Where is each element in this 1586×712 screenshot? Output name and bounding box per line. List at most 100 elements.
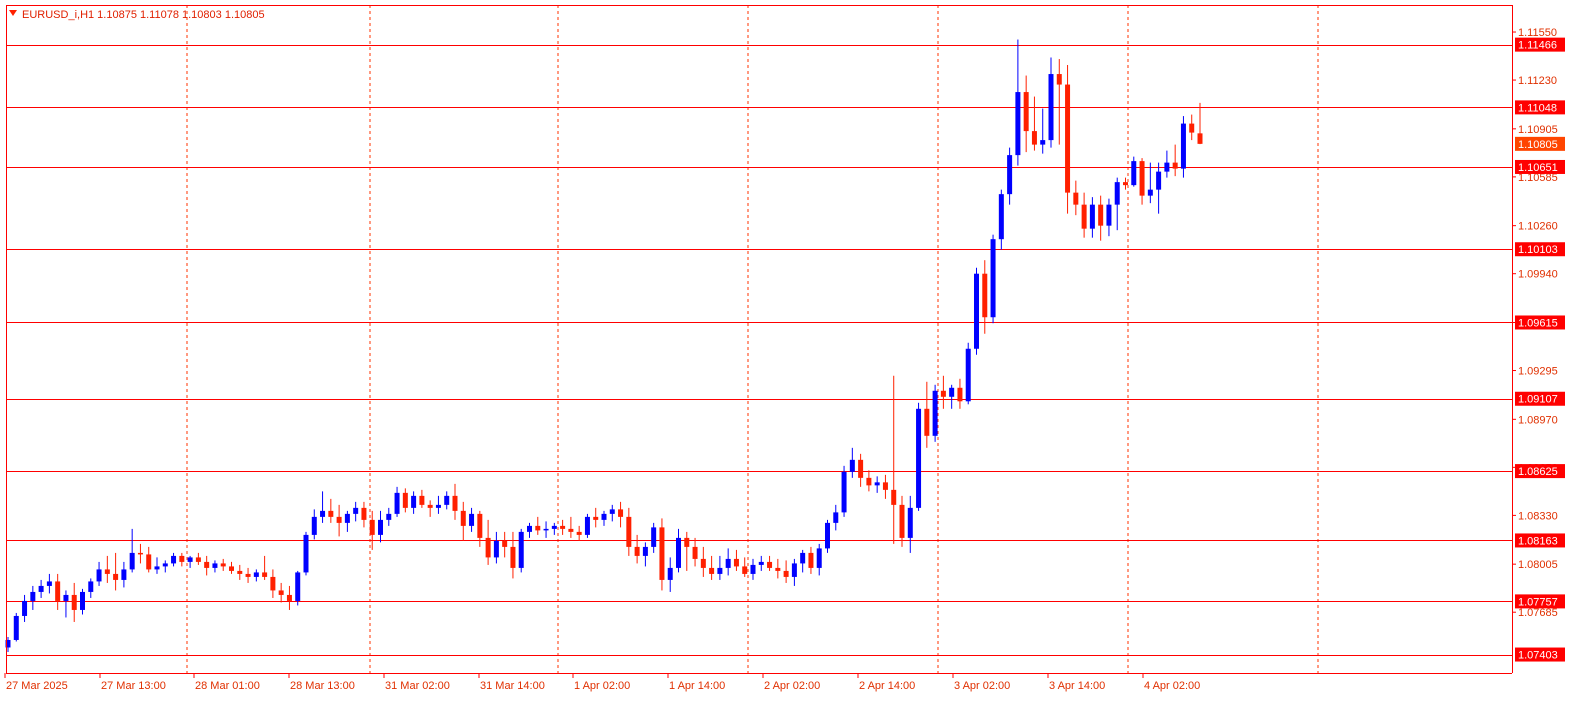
candle-body <box>717 567 723 574</box>
candle <box>791 558 797 586</box>
candle-body <box>1048 74 1054 141</box>
candle-body <box>676 537 681 568</box>
candle <box>642 542 648 567</box>
level-price-label[interactable]: 1.11466 <box>1515 37 1565 52</box>
y-tick-label: 1.08970 <box>1518 414 1558 426</box>
candle <box>270 569 276 598</box>
candle <box>957 378 963 409</box>
candle <box>750 558 756 580</box>
candle <box>55 573 61 610</box>
level-price-box <box>1515 391 1565 406</box>
candle-body <box>998 194 1004 240</box>
candle <box>535 516 541 535</box>
current-price-text: 1.10805 <box>1518 139 1558 151</box>
candle-body <box>651 527 657 547</box>
candle-body <box>55 581 61 601</box>
candle-body <box>974 273 979 349</box>
candle-body <box>940 390 946 397</box>
candle <box>1147 162 1153 204</box>
candle <box>1106 198 1112 237</box>
level-price-label[interactable]: 1.08163 <box>1515 533 1565 548</box>
candle <box>626 507 632 556</box>
x-tick-label: 4 Apr 02:00 <box>1144 680 1200 692</box>
candle <box>618 501 624 528</box>
current-price-label[interactable]: 1.10805 <box>1515 136 1565 151</box>
candle-body <box>96 569 102 582</box>
time-axis[interactable]: 27 Mar 2025 27 Mar 13:00 28 Mar 01:00 28 Ma… <box>4 673 1200 692</box>
candle-body <box>949 387 955 397</box>
candle-body <box>369 519 375 535</box>
candle-body <box>642 546 648 556</box>
candle <box>1015 39 1021 166</box>
candle-body <box>378 519 383 535</box>
candle <box>220 558 226 571</box>
y-tick-label: 1.07685 <box>1518 607 1558 619</box>
candle-body <box>1131 161 1137 186</box>
candle <box>63 590 69 618</box>
level-price-box <box>1515 594 1565 609</box>
candle-body <box>303 534 309 573</box>
candle <box>5 636 11 652</box>
candle <box>88 578 94 598</box>
candle-body <box>38 585 44 592</box>
price-axis[interactable]: 1.11550 1.11230 1.10905 1.10585 1.10260 1.099… <box>1512 27 1565 662</box>
candle <box>121 561 127 588</box>
candle-body <box>320 510 326 517</box>
candle-body <box>187 557 193 562</box>
y-tick-label: 1.11230 <box>1518 75 1557 87</box>
level-price-label[interactable]: 1.07403 <box>1515 647 1565 662</box>
current-price-box <box>1515 136 1565 151</box>
level-price-label[interactable]: 1.10651 <box>1515 159 1565 174</box>
candle-body <box>1114 182 1120 205</box>
horizontal-levels[interactable] <box>6 45 1512 656</box>
candle-body <box>460 510 466 526</box>
candle-body <box>825 522 830 549</box>
candle-body <box>833 512 839 523</box>
y-tick-label: 1.10260 <box>1518 221 1558 233</box>
candle-body <box>411 495 417 508</box>
candle-body <box>891 489 897 505</box>
candle <box>1023 75 1029 153</box>
candle <box>758 555 764 571</box>
level-price-box <box>1515 315 1565 330</box>
candle <box>899 495 905 547</box>
level-price-label[interactable]: 1.09615 <box>1515 315 1565 330</box>
x-tick-label: 2 Apr 02:00 <box>764 680 820 692</box>
candle <box>584 513 590 538</box>
candle-body <box>1147 189 1153 196</box>
candle <box>435 495 441 514</box>
level-price-label[interactable]: 1.10103 <box>1515 242 1565 257</box>
candle <box>1007 147 1013 205</box>
candle-body <box>551 525 557 529</box>
candle <box>229 561 234 574</box>
y-tick-label: 1.08330 <box>1518 510 1558 522</box>
candle <box>411 491 417 514</box>
candle <box>1123 177 1128 190</box>
candle-body <box>791 563 797 577</box>
candle <box>113 552 119 591</box>
candle-body <box>195 557 201 562</box>
candle-body <box>965 348 971 402</box>
candle-body <box>1139 161 1145 196</box>
candle-body <box>1098 204 1104 226</box>
candle <box>328 498 334 523</box>
triangle-down-icon[interactable] <box>9 10 17 16</box>
candle <box>907 495 913 553</box>
level-price-label[interactable]: 1.11048 <box>1515 100 1565 115</box>
candle <box>808 546 814 574</box>
candle-body <box>957 387 963 402</box>
level-price-label[interactable]: 1.08625 <box>1515 464 1565 479</box>
candle <box>444 491 450 510</box>
level-price-label[interactable]: 1.09107 <box>1515 391 1565 406</box>
x-tick-label: 31 Mar 14:00 <box>480 680 545 692</box>
candle-body <box>80 591 85 610</box>
candle-body <box>278 590 284 595</box>
candle-body <box>750 564 756 574</box>
candle-body <box>634 546 640 556</box>
candle-body <box>1164 162 1170 172</box>
candle-body <box>1106 204 1112 226</box>
level-price-label[interactable]: 1.07757 <box>1515 594 1565 609</box>
candle <box>568 516 574 538</box>
